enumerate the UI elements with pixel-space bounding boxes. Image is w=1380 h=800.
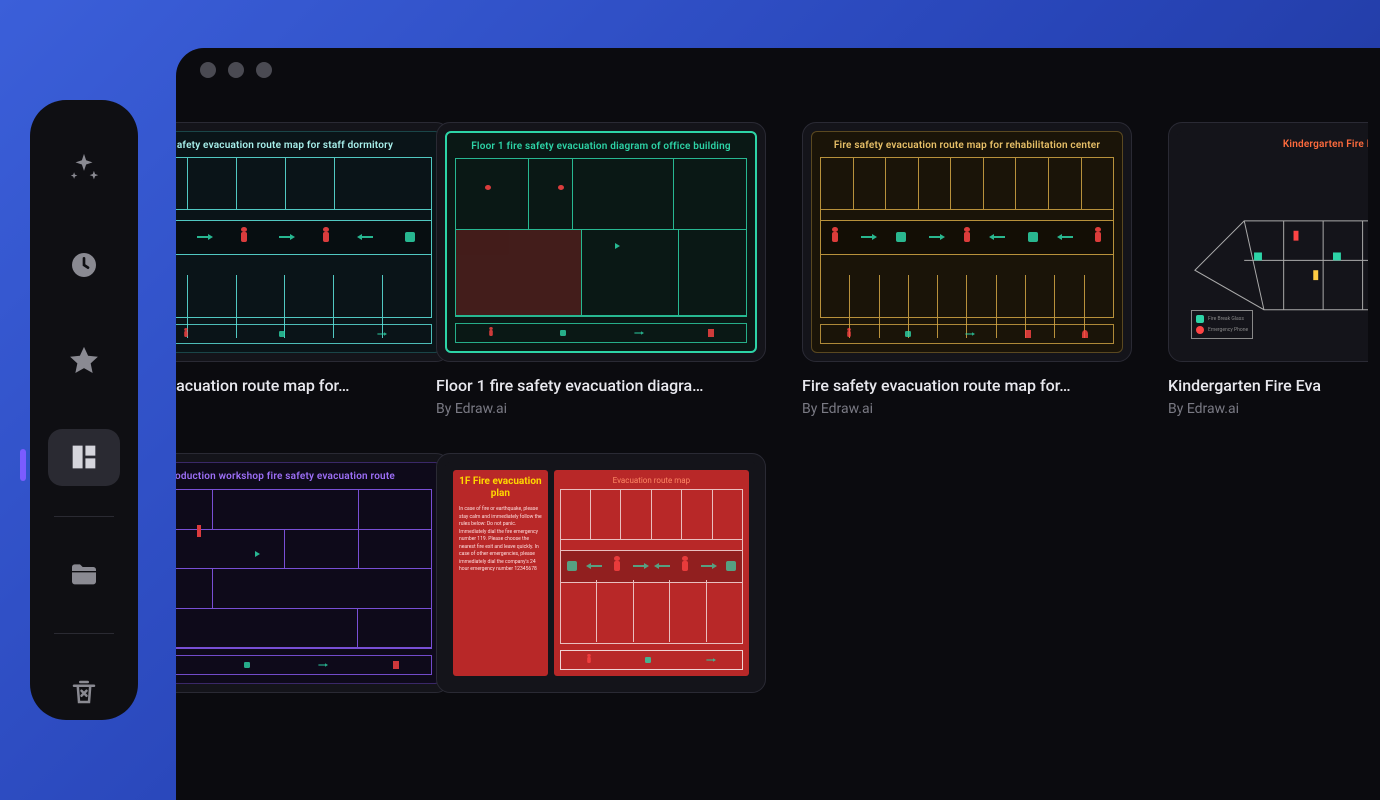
template-card[interactable]: Kindergarten Fire Eva [1168,122,1368,417]
floorplan-thumbnail [176,157,432,318]
legend [455,323,747,343]
sidebar-item-favorites[interactable] [48,333,120,389]
template-author: By Edraw.ai [436,401,766,417]
template-title: Fire safety evacuation route map for… [802,376,1132,395]
template-author: raw.ai [176,401,400,417]
trash-icon [69,677,99,707]
sparkle-icon [67,151,101,185]
clock-icon [68,249,100,281]
legend [560,650,743,670]
dock-divider [54,516,114,517]
sidebar-item-trash[interactable] [48,664,120,720]
legend-label: Fire Break Glass [1208,316,1244,322]
template-grid: afety evacuation route map for staff dor… [176,122,1380,707]
legend-label: Emergency Phone [1208,327,1248,333]
red-map-panel: Evacuation route map [554,470,749,676]
sidebar-item-files[interactable] [48,546,120,602]
thumb-title: Kindergarten Fire Eva [1185,139,1368,150]
template-gallery: afety evacuation route map for staff dor… [176,92,1380,737]
legend [820,324,1114,344]
template-card[interactable]: Fire safety evacuation route map for reh… [802,122,1132,417]
template-card[interactable]: 1F Fire evacuation plan In case of fire … [436,453,766,707]
window-minimize[interactable] [228,62,244,78]
floorplan-thumbnail [455,158,747,317]
red-right-title: Evacuation route map [560,476,743,485]
red-info-panel: 1F Fire evacuation plan In case of fire … [453,470,548,676]
template-title: Kindergarten Fire Eva [1168,376,1368,395]
folder-icon [68,559,100,591]
thumb-title: Fire safety evacuation route map for reh… [820,140,1114,151]
dock-divider [54,633,114,634]
red-left-title: 1F Fire evacuation plan [459,476,542,500]
thumb-title: afety evacuation route map for staff dor… [176,140,432,151]
templates-icon [67,440,101,474]
main-window: afety evacuation route map for staff dor… [176,48,1380,800]
window-maximize[interactable] [256,62,272,78]
red-left-text: In case of fire or earthquake, please st… [459,506,542,574]
floorplan-thumbnail [820,157,1114,318]
template-card[interactable]: oduction workshop fire safety evacuation… [176,453,400,707]
template-author: By Edraw.ai [1168,401,1368,417]
window-titlebar [176,48,1380,92]
sidebar-dock [30,100,138,720]
window-close[interactable] [200,62,216,78]
sidebar-item-sparkle[interactable] [48,140,120,196]
template-card[interactable]: afety evacuation route map for staff dor… [176,122,400,417]
thumb-title: Floor 1 fire safety evacuation diagram o… [455,141,747,152]
legend: Fire Break Glass Emergency Phone [1191,310,1253,339]
floorplan-thumbnail: Fire Break Glass Emergency Phone [1185,156,1368,345]
template-card[interactable]: Floor 1 fire safety evacuation diagram o… [436,122,766,417]
thumb-title: oduction workshop fire safety evacuation… [176,471,432,483]
legend [176,324,432,344]
template-author: By Edraw.ai [802,401,1132,417]
legend [176,655,432,675]
sidebar-item-recent[interactable] [48,236,120,292]
star-icon [67,344,101,378]
template-title: Floor 1 fire safety evacuation diagra… [436,376,766,395]
template-title: afety evacuation route map for… [176,376,400,395]
sidebar-item-templates[interactable] [48,429,120,485]
floorplan-thumbnail [176,489,432,649]
floorplan-thumbnail [560,489,743,644]
